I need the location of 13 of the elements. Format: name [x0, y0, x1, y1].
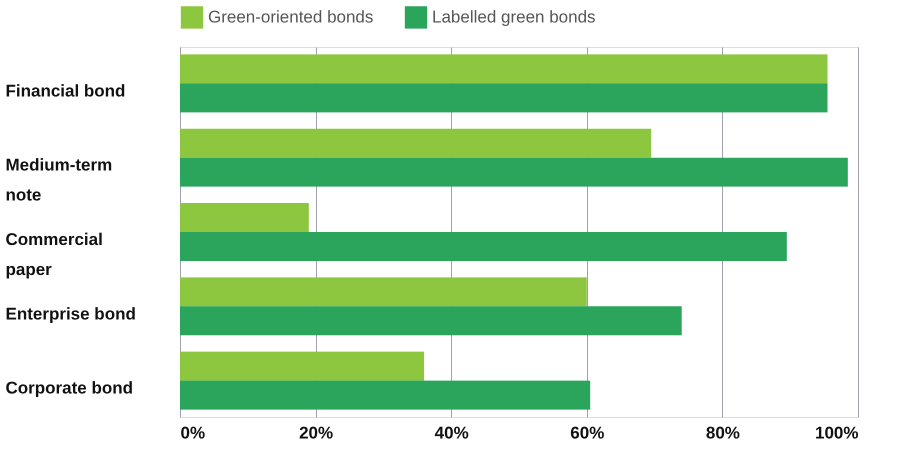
y-tick-label: Enterprise bond: [6, 304, 136, 324]
x-tick-label: 40%: [434, 424, 469, 442]
x-tick-label: 20%: [299, 424, 334, 442]
y-tick-label: Medium-term note: [6, 156, 112, 205]
y-tick-label: Corporate bond: [6, 378, 133, 398]
x-tick-label: 60%: [570, 424, 604, 442]
y-tick-label: Commercial paper: [6, 230, 103, 279]
legend-label: Green-oriented bonds: [208, 7, 374, 26]
x-tick-label: 100%: [815, 424, 858, 442]
y-tick-label: Financial bond: [6, 81, 126, 100]
x-tick-label: 0%: [180, 424, 206, 442]
legend-label: Labelled green bonds: [432, 7, 596, 26]
x-tick-label: 80%: [706, 424, 740, 442]
